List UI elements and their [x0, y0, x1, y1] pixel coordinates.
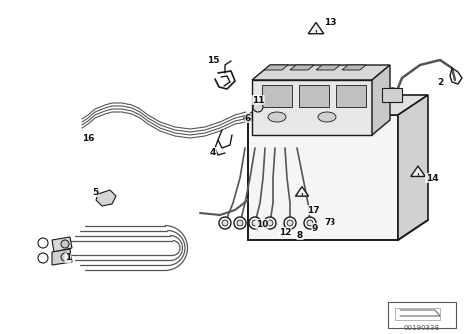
Text: 11: 11 [252, 96, 264, 105]
Circle shape [307, 220, 313, 226]
Circle shape [219, 217, 231, 229]
Circle shape [234, 217, 246, 229]
Text: 1: 1 [65, 254, 71, 263]
Polygon shape [252, 80, 372, 135]
Text: 16: 16 [82, 134, 94, 143]
Polygon shape [398, 95, 428, 240]
Polygon shape [316, 65, 340, 70]
Ellipse shape [318, 112, 336, 122]
Circle shape [253, 102, 263, 112]
Circle shape [38, 238, 48, 248]
Circle shape [61, 253, 69, 261]
Text: 10: 10 [256, 219, 268, 228]
Text: 6: 6 [245, 114, 251, 123]
Circle shape [38, 253, 48, 263]
Text: 12: 12 [279, 227, 291, 236]
Polygon shape [52, 249, 72, 265]
Circle shape [287, 220, 293, 226]
Polygon shape [264, 65, 288, 70]
Text: 2: 2 [437, 77, 443, 87]
Polygon shape [290, 65, 314, 70]
Text: 8: 8 [297, 230, 303, 239]
Text: 14: 14 [426, 173, 438, 182]
Bar [299, 85, 329, 107]
Text: 17: 17 [307, 205, 319, 214]
Text: !: ! [301, 192, 303, 197]
Polygon shape [248, 115, 398, 240]
Bar [262, 85, 292, 107]
Polygon shape [252, 65, 390, 80]
Polygon shape [411, 166, 425, 176]
Text: !: ! [417, 172, 419, 177]
Circle shape [249, 217, 261, 229]
Circle shape [222, 220, 228, 226]
Text: 9: 9 [312, 223, 318, 232]
Text: !: ! [315, 29, 318, 34]
Polygon shape [52, 237, 72, 252]
Text: 00190338: 00190338 [404, 325, 440, 331]
Polygon shape [248, 95, 428, 115]
Text: 7: 7 [325, 217, 331, 226]
Text: 4: 4 [210, 148, 216, 157]
Text: 15: 15 [207, 55, 219, 64]
Polygon shape [372, 65, 390, 135]
Text: 3: 3 [329, 217, 335, 226]
Circle shape [244, 114, 252, 122]
Polygon shape [342, 65, 366, 70]
Text: 5: 5 [92, 187, 98, 196]
Polygon shape [295, 187, 309, 196]
Circle shape [264, 217, 276, 229]
Text: 13: 13 [324, 17, 336, 26]
Bar [382, 88, 402, 102]
Circle shape [237, 220, 243, 226]
Bar [336, 85, 366, 107]
Polygon shape [96, 190, 116, 206]
Circle shape [267, 220, 273, 226]
Bar [388, 302, 456, 328]
Circle shape [61, 240, 69, 248]
Circle shape [284, 217, 296, 229]
Ellipse shape [268, 112, 286, 122]
Circle shape [304, 217, 316, 229]
Polygon shape [308, 22, 324, 34]
Circle shape [252, 220, 258, 226]
